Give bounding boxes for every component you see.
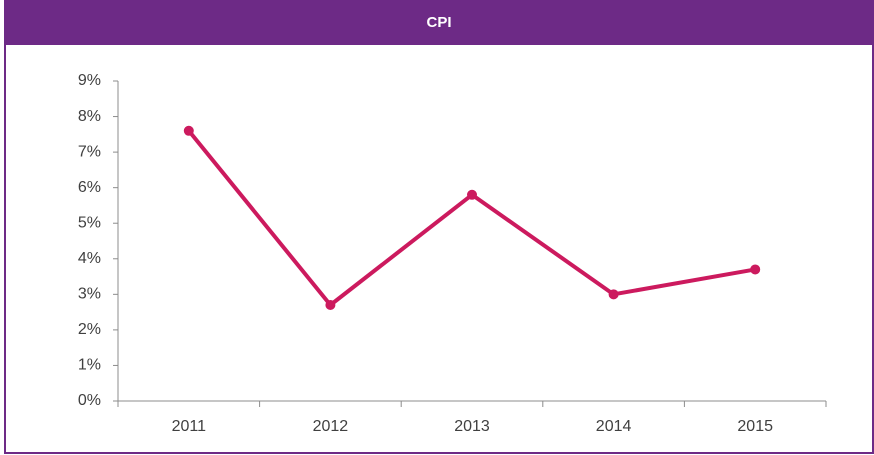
data-point — [750, 264, 761, 275]
chart-title: CPI — [426, 14, 451, 31]
y-tick-label: 3% — [78, 286, 101, 303]
x-tick-label: 2013 — [454, 418, 490, 435]
y-tick-label: 9% — [78, 72, 101, 89]
y-tick-label: 7% — [78, 143, 101, 160]
y-tick-label: 4% — [78, 250, 101, 267]
y-tick-label: 6% — [78, 179, 101, 196]
x-tick-label: 2012 — [313, 418, 349, 435]
y-tick-label: 2% — [78, 321, 101, 338]
y-tick-label: 8% — [78, 108, 101, 125]
y-tick-label: 1% — [78, 357, 101, 374]
data-point — [183, 125, 194, 136]
x-tick-label: 2015 — [737, 418, 773, 435]
x-tick-label: 2014 — [596, 418, 632, 435]
data-point — [608, 289, 619, 300]
title-bar — [4, 0, 874, 45]
data-point — [325, 300, 336, 310]
x-tick-label: 2011 — [172, 418, 207, 435]
y-tick-label: 0% — [78, 392, 101, 409]
data-point — [467, 189, 477, 200]
y-tick-label: 5% — [78, 214, 101, 231]
chart-frame — [4, 0, 874, 454]
